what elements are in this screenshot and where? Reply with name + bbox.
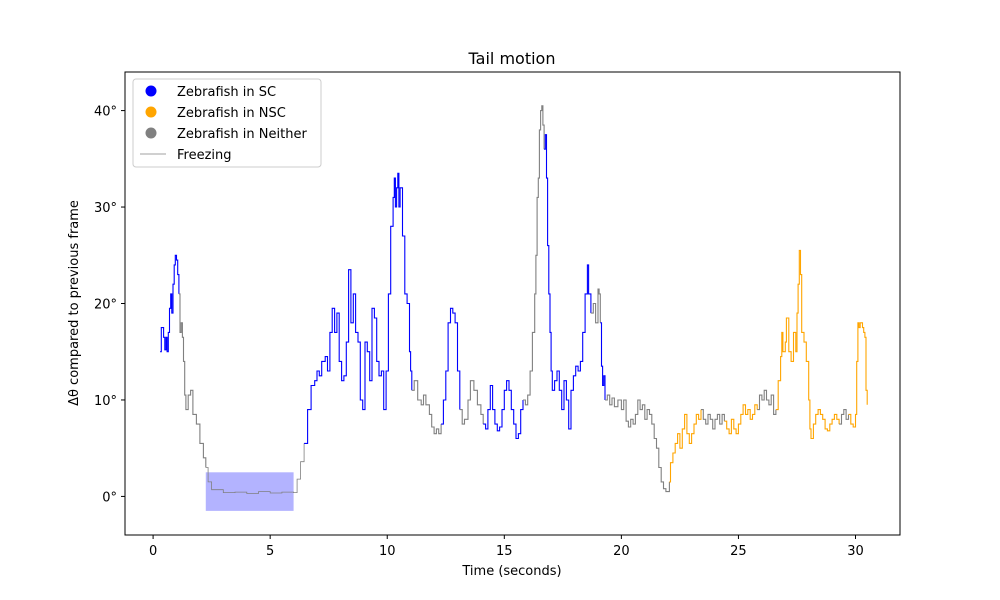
series-segment-freezing [205,443,305,494]
legend-label: Zebrafish in SC [177,85,276,100]
series-segment-neither [757,389,777,415]
x-tick-label: 5 [266,544,274,559]
y-axis-label: Δθ compared to previous frame [67,200,82,406]
x-tick-label: 20 [613,544,630,559]
y-tick-label: 0° [102,490,117,505]
legend-label: Freezing [177,148,232,163]
series-segment-nsc [724,404,758,435]
chart-title: Tail motion [468,49,556,68]
x-tick-label: 30 [847,544,864,559]
x-axis: 0 5 10 15 20 25 30 [149,535,864,559]
legend-marker-dot [145,85,157,97]
series-segment-sc [160,254,180,353]
x-axis-label: Time (seconds) [461,564,561,579]
x-tick-label: 10 [379,544,396,559]
series-segment-sc [600,322,606,400]
series-segment-nsc [669,409,702,483]
series-segment-sc [304,172,413,444]
y-tick-label: 10° [94,394,117,409]
series-segment-sc [483,380,524,440]
series-segment-sc [544,134,592,430]
series-segment-neither [523,105,545,406]
series-segment-neither [839,409,850,425]
series-segment-sc [441,307,461,425]
series-segment-nsc [848,322,868,428]
series-segment-neither [605,394,670,493]
series-segment-neither [590,288,601,324]
y-tick-label: 40° [94,105,117,120]
freezing-band [205,472,294,511]
legend-marker-dot [145,127,157,139]
series-segment-neither [178,293,207,468]
series-layer [160,105,868,494]
y-axis: 0° 10° 20° 30° 40° [94,105,125,505]
x-tick-label: 15 [496,544,513,559]
legend-label: Zebrafish in Neither [177,127,307,142]
x-tick-label: 0 [149,544,157,559]
x-tick-label: 25 [730,544,747,559]
series-segment-neither [701,409,725,430]
series-segment-nsc [775,249,840,440]
freezing-band-layer [205,472,294,511]
y-tick-label: 30° [94,201,117,216]
series-segment-neither [411,380,442,435]
legend-box [132,78,322,168]
y-tick-label: 20° [94,298,117,313]
legend-label: Zebrafish in NSC [177,106,286,121]
legend-marker-dot [145,106,157,118]
series-segment-neither [459,380,484,425]
legend: Zebrafish in SC Zebrafish in NSC Zebrafish… [132,78,322,168]
